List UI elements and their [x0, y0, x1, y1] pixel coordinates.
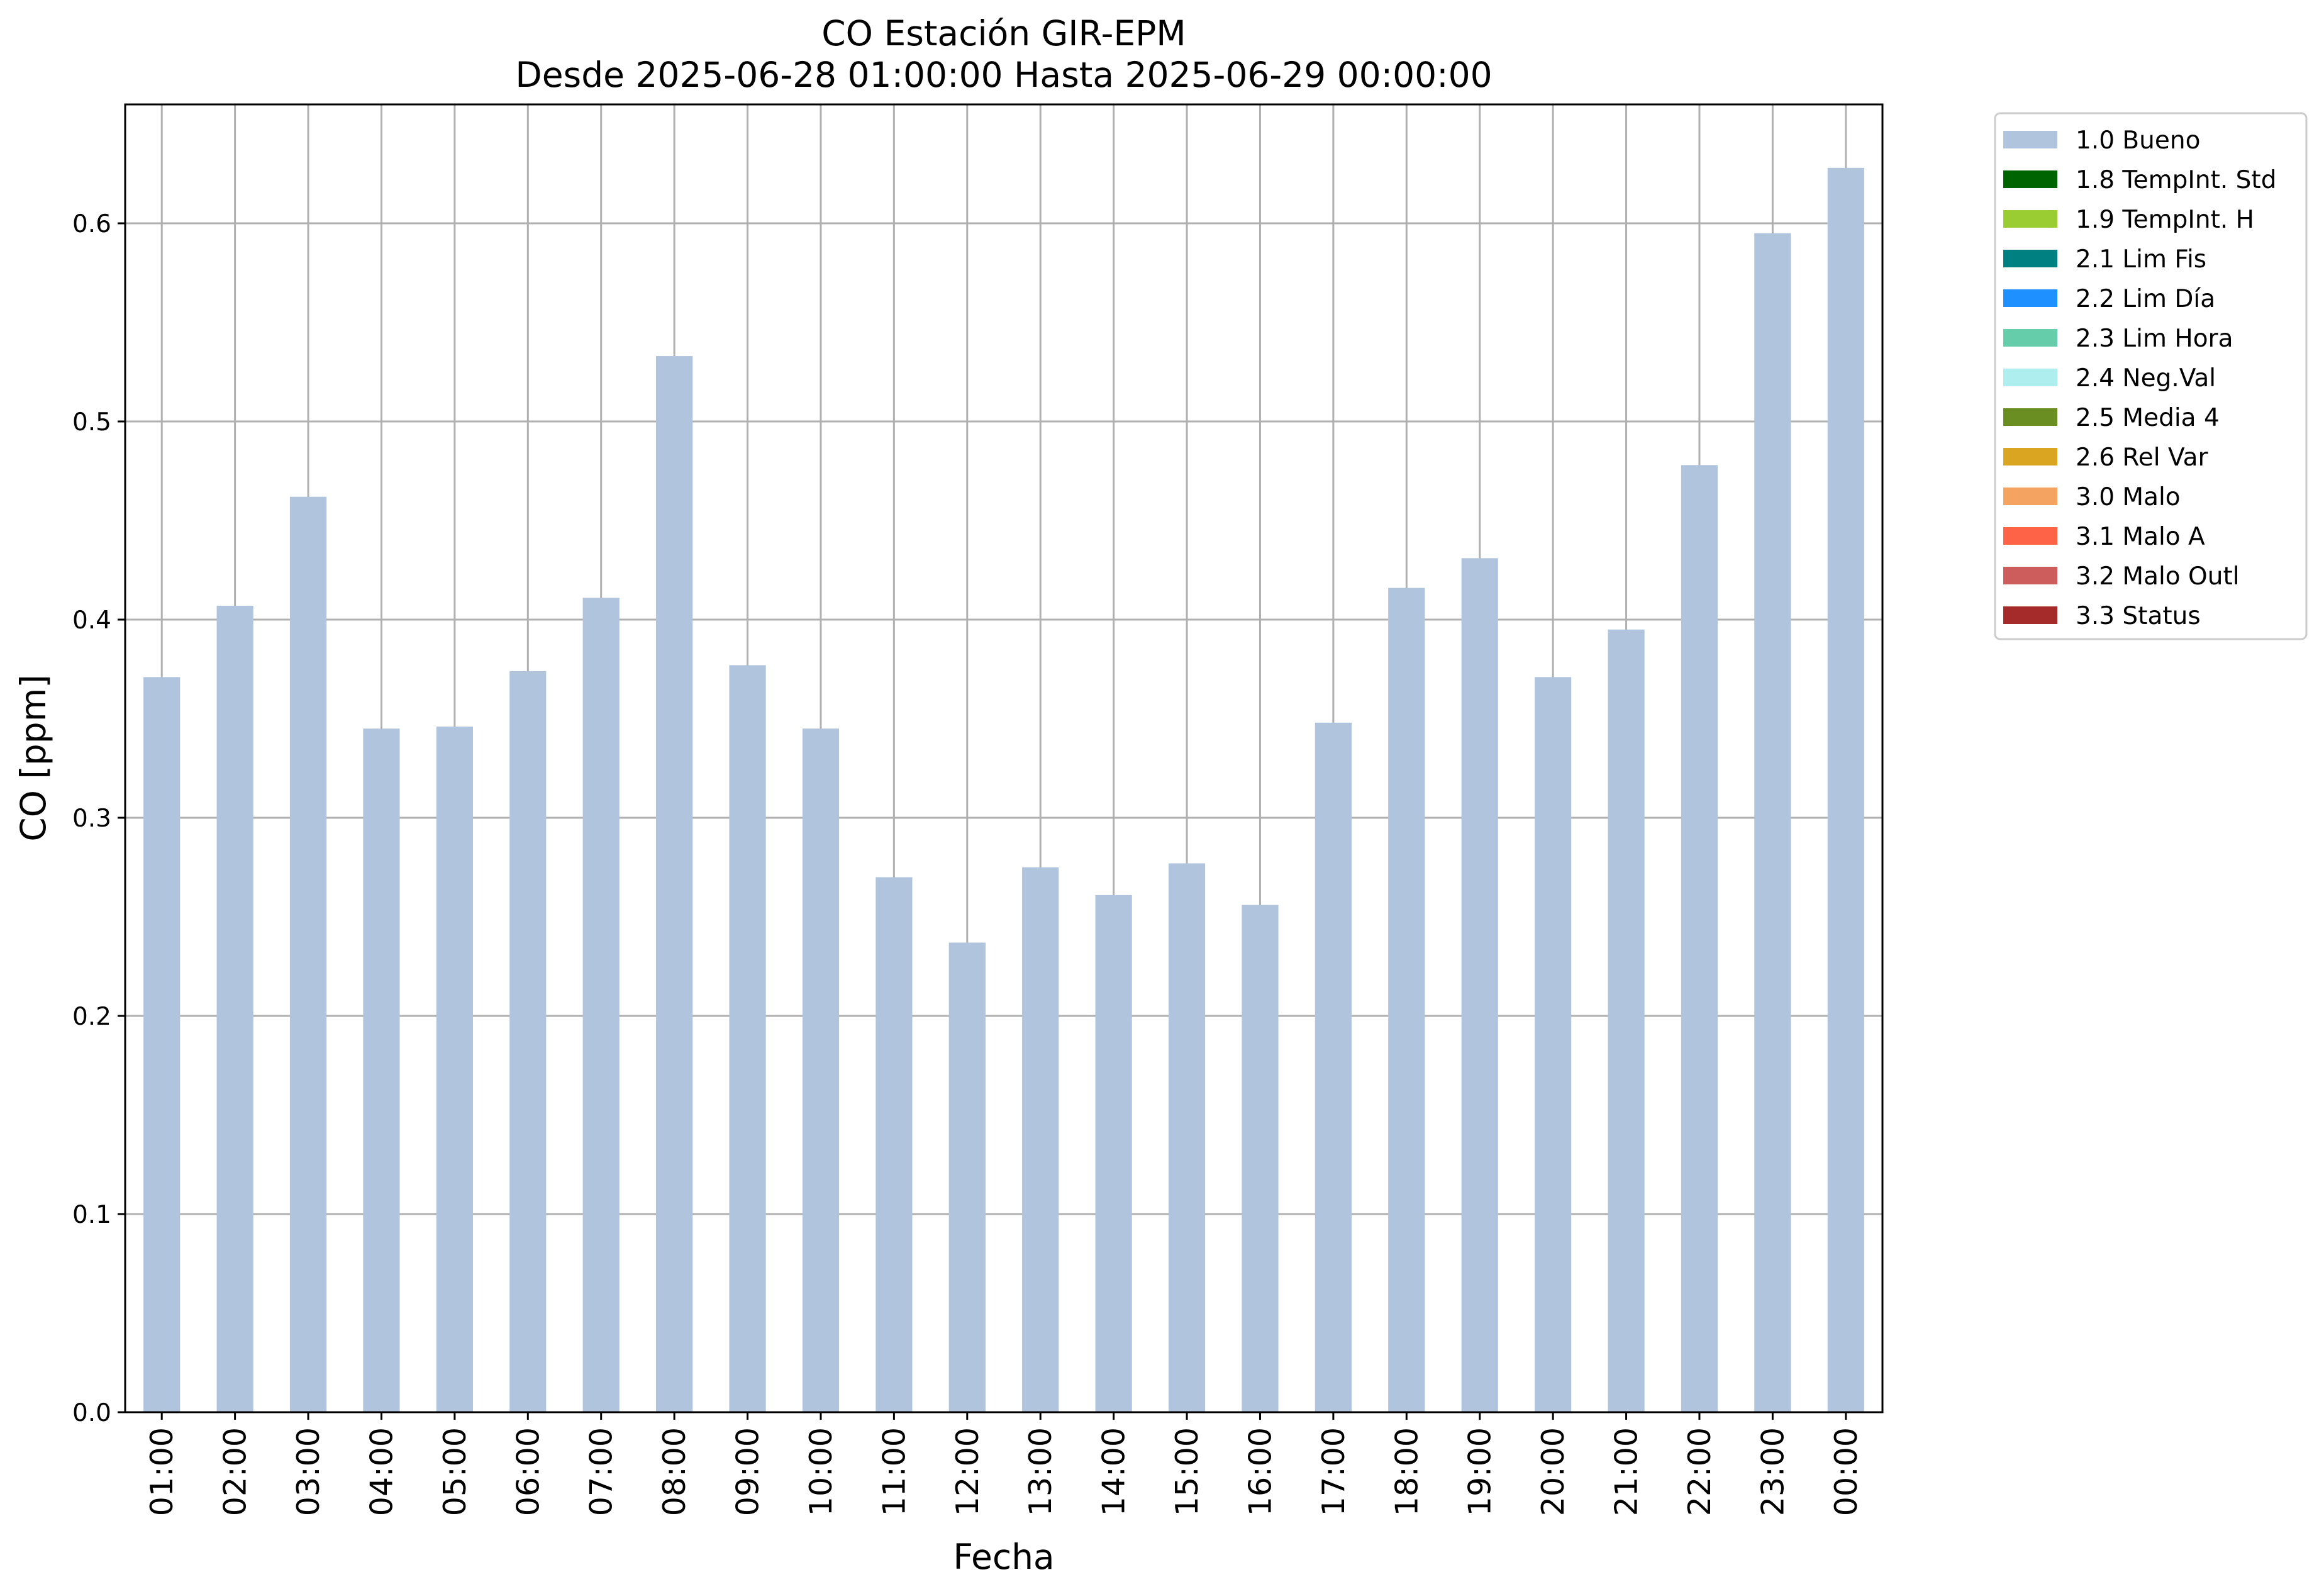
bar: [582, 598, 620, 1412]
x-axis-ticks: 01:00 02:00 03:00 04:00 05:00 06:00 07:00 08:00…: [144, 1412, 1864, 1516]
y-tick-label: 0.5: [72, 408, 111, 437]
plot-area-frame: [124, 103, 1884, 1413]
legend-entry-label: 2.3 Lim Hora: [2076, 325, 2233, 353]
legend-frame: [1994, 112, 2308, 640]
bar: [216, 605, 253, 1413]
chart-title: CO Estación GIR-EPM: [821, 13, 1186, 53]
bar: [1535, 677, 1572, 1412]
bar: [509, 671, 547, 1412]
y-axis-ticks: 0.0 0.1 0.2 0.3 0.4 0.5 0.6: [72, 210, 125, 1427]
x-tick-label: 05:00: [437, 1427, 473, 1516]
x-tick-label: 14:00: [1096, 1427, 1132, 1516]
x-axis-label: Fecha: [953, 1537, 1054, 1577]
legend-entry-label: 2.5 Media 4: [2076, 404, 2220, 432]
legend-swatch: [2003, 131, 2057, 148]
bar: [1315, 722, 1352, 1412]
bar: [1754, 233, 1791, 1412]
legend-swatch: [2003, 567, 2057, 584]
x-tick-label: 10:00: [803, 1427, 839, 1516]
bar: [1608, 629, 1645, 1412]
x-tick-label: 17:00: [1316, 1427, 1352, 1516]
x-tick-label: 03:00: [291, 1427, 326, 1516]
y-axis-label: CO [ppm]: [13, 674, 53, 842]
y-tick-label: 0.1: [72, 1201, 111, 1229]
x-tick-label: 06:00: [510, 1427, 546, 1516]
legend-entry-label: 2.1 Lim Fis: [2076, 245, 2206, 274]
bar: [1461, 558, 1498, 1412]
x-tick-label: 11:00: [876, 1427, 912, 1516]
legend-swatch: [2003, 250, 2057, 267]
x-tick-label: 09:00: [730, 1427, 766, 1516]
y-tick-label: 0.2: [72, 1003, 111, 1031]
bar: [1681, 465, 1718, 1412]
x-tick-label: 18:00: [1389, 1427, 1425, 1516]
bar: [948, 942, 986, 1412]
legend-swatch: [2003, 329, 2057, 347]
legend-swatch: [2003, 448, 2057, 465]
x-tick-label: 12:00: [950, 1427, 986, 1516]
legend-swatch: [2003, 408, 2057, 426]
legend-entry-label: 3.3 Status: [2076, 602, 2201, 630]
legend-entry-label: 3.1 Malo A: [2076, 523, 2205, 551]
legend-swatch: [2003, 606, 2057, 624]
x-tick-label: 08:00: [657, 1427, 692, 1516]
legend-entry-label: 1.0 Bueno: [2076, 126, 2200, 155]
bar: [1827, 167, 1864, 1412]
x-tick-label: 23:00: [1755, 1427, 1791, 1516]
bar: [1242, 905, 1279, 1412]
bar: [1388, 588, 1425, 1412]
y-tick-label: 0.3: [72, 805, 111, 833]
legend-entry-label: 2.6 Rel Var: [2076, 443, 2209, 472]
x-tick-label: 19:00: [1462, 1427, 1498, 1516]
x-tick-label: 15:00: [1169, 1427, 1205, 1516]
x-tick-label: 16:00: [1242, 1427, 1278, 1516]
bar: [1095, 895, 1132, 1412]
y-tick-label: 0.4: [72, 606, 111, 635]
legend-entry-label: 2.4 Neg.Val: [2076, 364, 2216, 393]
x-tick-label: 13:00: [1023, 1427, 1059, 1516]
x-tick-label: 20:00: [1535, 1427, 1571, 1516]
x-tick-label: 22:00: [1682, 1427, 1718, 1516]
legend-entry-label: 1.9 TempInt. H: [2076, 206, 2254, 234]
bar: [876, 877, 913, 1412]
y-tick-label: 0.0: [72, 1399, 111, 1427]
bar: [656, 356, 693, 1412]
x-tick-label: 07:00: [584, 1427, 620, 1516]
legend: 1.0 Bueno 1.8 TempInt. Std 1.9 TempInt. H 2…: [1994, 112, 2308, 640]
bar: [363, 728, 400, 1412]
bar: [802, 728, 840, 1412]
bar: [436, 727, 473, 1412]
bar: [1168, 863, 1206, 1412]
x-tick-label: 02:00: [218, 1427, 253, 1516]
legend-swatch: [2003, 527, 2057, 545]
legend-swatch: [2003, 210, 2057, 228]
x-tick-label: 01:00: [144, 1427, 180, 1516]
bar: [289, 496, 327, 1413]
x-tick-label: 00:00: [1828, 1427, 1864, 1516]
bar: [143, 677, 181, 1412]
legend-swatch: [2003, 289, 2057, 307]
legend-swatch: [2003, 488, 2057, 505]
x-tick-label: 04:00: [364, 1427, 399, 1516]
legend-entry-label: 3.2 Malo Outl: [2076, 562, 2240, 591]
y-tick-label: 0.6: [72, 210, 111, 238]
legend-entry-label: 3.0 Malo: [2076, 483, 2181, 511]
bars: [143, 167, 1864, 1413]
chart-subtitle: Desde 2025-06-28 01:00:00 Hasta 2025-06-…: [515, 55, 1492, 95]
bar: [729, 665, 766, 1412]
legend-swatch: [2003, 170, 2057, 188]
legend-entry-label: 1.8 TempInt. Std: [2076, 166, 2276, 194]
bar: [1022, 867, 1059, 1412]
legend-swatch: [2003, 369, 2057, 386]
legend-entry-label: 2.2 Lim Día: [2076, 285, 2215, 313]
x-tick-label: 21:00: [1609, 1427, 1645, 1516]
